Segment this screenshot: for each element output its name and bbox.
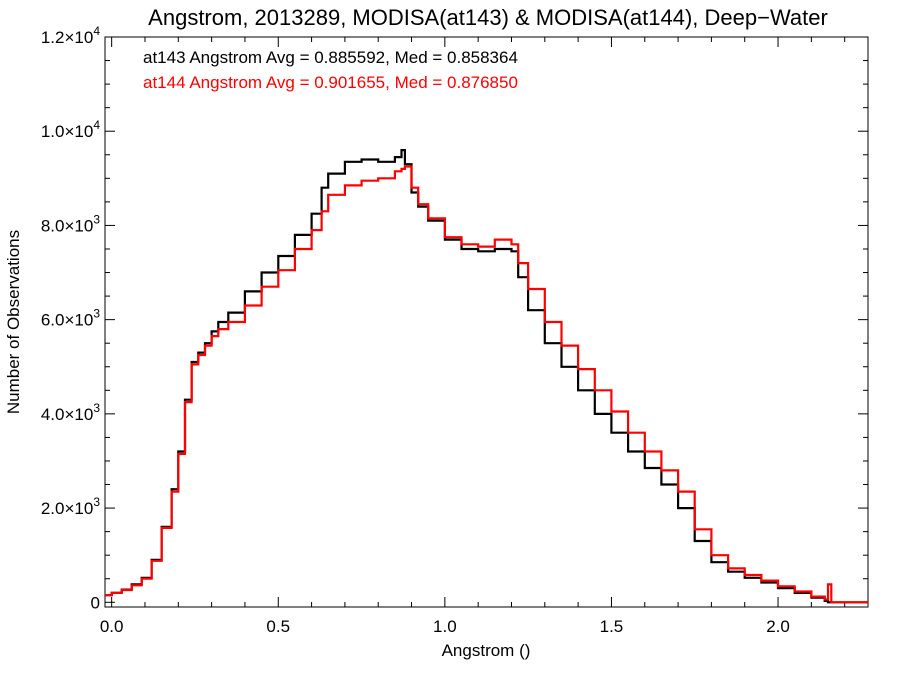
- y-tick-exponent: 3: [93, 307, 100, 321]
- y-tick-label: 6.0×103: [41, 307, 100, 330]
- x-tick-label: 1.5: [600, 617, 624, 636]
- y-tick-label: 0: [91, 593, 100, 612]
- x-axis: 0.0 0.5 1.0 1.5 2.0: [100, 37, 846, 636]
- y-tick-label: 8.0×103: [41, 212, 100, 235]
- y-tick-exponent: 3: [93, 401, 100, 415]
- x-axis-title: Angstrom (): [442, 641, 531, 660]
- y-tick-label: 2.0×103: [41, 495, 100, 518]
- y-tick-exponent: 3: [93, 212, 100, 226]
- x-tick-label: 0.5: [266, 617, 290, 636]
- y-tick-label: 4.0×103: [41, 401, 100, 424]
- y-tick-mantissa: 1.2×10: [41, 28, 93, 47]
- y-tick-label: 1.0×104: [41, 118, 100, 141]
- y-tick-mantissa: 2.0×10: [41, 499, 93, 518]
- y-tick-exponent: 4: [93, 118, 100, 132]
- series-line-1: [105, 149, 868, 604]
- series-layer: [105, 149, 868, 604]
- y-tick-exponent: 4: [93, 24, 100, 38]
- series-line-2: [105, 165, 868, 604]
- plot-frame: [104, 36, 869, 608]
- y-tick-label: 1.2×104: [41, 24, 100, 47]
- y-axis-title: Number of Observations: [4, 230, 23, 414]
- annotations: at143 Angstrom Avg = 0.885592, Med = 0.8…: [143, 48, 518, 92]
- x-tick-label: 1.0: [433, 617, 457, 636]
- y-tick-mantissa: 8.0×10: [41, 216, 93, 235]
- y-tick-mantissa: 4.0×10: [41, 405, 93, 424]
- y-axis: 02.0×1034.0×1036.0×1038.0×1031.0×1041.2×…: [41, 24, 868, 612]
- x-tick-label: 0.0: [100, 617, 124, 636]
- y-tick-exponent: 3: [93, 495, 100, 509]
- plot-area: [104, 36, 869, 608]
- annotation-2: at144 Angstrom Avg = 0.901655, Med = 0.8…: [143, 73, 518, 92]
- x-tick-label: 2.0: [766, 617, 790, 636]
- y-tick-mantissa: 1.0×10: [41, 122, 93, 141]
- y-tick-mantissa: 0: [91, 593, 100, 612]
- y-tick-mantissa: 6.0×10: [41, 311, 93, 330]
- chart-title: Angstrom, 2013289, MODISA(at143) & MODIS…: [148, 5, 828, 30]
- annotation-1: at143 Angstrom Avg = 0.885592, Med = 0.8…: [143, 48, 518, 67]
